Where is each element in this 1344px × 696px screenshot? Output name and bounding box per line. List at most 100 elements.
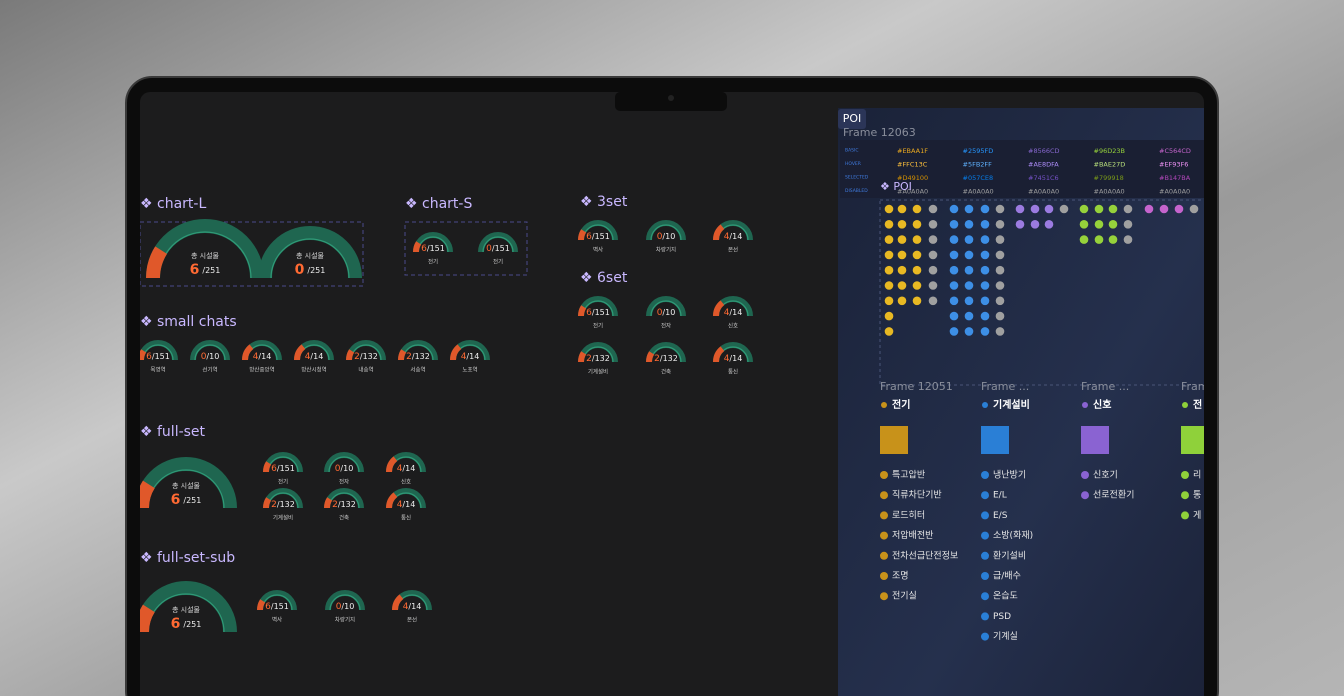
gauge-value-text: 2/132 xyxy=(406,352,430,362)
gauge-track xyxy=(190,340,230,361)
gauge-value-label: 2 xyxy=(271,500,277,510)
gauge-value-label: 6 xyxy=(171,616,181,632)
gauge-total-label: /14 xyxy=(729,232,742,241)
gauge-value-text: 6/251 xyxy=(190,262,221,278)
gauge-label: 본선 xyxy=(728,246,738,254)
swatch-code: #799918 xyxy=(1094,174,1124,182)
gauge-value-text: 6/151 xyxy=(146,352,170,362)
gauge-value-label: 0 xyxy=(201,352,207,362)
gauge-total-label: /132 xyxy=(592,354,610,363)
poi-icon xyxy=(884,327,894,336)
section-title: ❖ 3set xyxy=(580,194,628,210)
swatch-code: #A0A0A0 xyxy=(1094,188,1125,196)
gauge-label: 건축 xyxy=(339,514,349,522)
gauge-value xyxy=(386,456,398,473)
poi-icon xyxy=(964,235,974,244)
swatch-panel xyxy=(840,140,1204,198)
category-name: 전 xyxy=(1193,398,1202,411)
poi-icon xyxy=(1144,204,1154,214)
item-icon xyxy=(981,592,989,601)
gauge-total-label: /132 xyxy=(277,500,295,509)
gauge-label: 방산시청역 xyxy=(301,366,326,374)
poi-badge-bg xyxy=(838,109,866,129)
poi-icon xyxy=(980,265,990,275)
frame-name: Frame ... xyxy=(1081,380,1129,393)
gauge-label: 전기 xyxy=(493,258,503,266)
item-name: 저압배전반 xyxy=(892,529,933,541)
gauge-inner xyxy=(270,238,350,279)
gauge-value xyxy=(140,480,155,509)
category-name: 신호 xyxy=(1093,398,1111,411)
gauge-total-label: /14 xyxy=(402,500,415,509)
gauge-value xyxy=(140,349,147,361)
item-name: 게 xyxy=(1193,510,1201,521)
swatch-code: #EBAA1F xyxy=(897,147,928,155)
item-name: 전차선급단전정보 xyxy=(892,549,958,561)
gauge-total-label: /132 xyxy=(660,354,678,363)
poi-icon xyxy=(1015,220,1025,229)
item-name: 통 xyxy=(1193,490,1201,501)
swatch-code: #7451C6 xyxy=(1028,174,1059,182)
gauge-value-text: 6/151 xyxy=(586,232,610,242)
gauge-value-text: 2/132 xyxy=(332,500,356,510)
gauge-track xyxy=(258,226,362,279)
poi-icon xyxy=(964,265,974,275)
gauge-total-label: /10 xyxy=(662,308,675,317)
gauge-value-label: 2 xyxy=(586,354,592,364)
gauge-value-text: 4/14 xyxy=(253,352,272,362)
gauge-inner xyxy=(650,224,682,241)
gauge-value-text: 0/10 xyxy=(657,232,676,242)
gauge-value-text: 4/14 xyxy=(397,464,416,474)
gauge-value-label: 0 xyxy=(335,464,341,474)
gauge-total-label: /14 xyxy=(310,352,323,361)
gauge-value-text: 0/10 xyxy=(657,308,676,318)
swatch-code: #2595FD xyxy=(963,147,994,155)
poi-icon xyxy=(897,265,907,275)
frame-title: Frame 12063 xyxy=(843,126,916,139)
item-name: 급/배수 xyxy=(993,571,1021,582)
gauge-value-label: 4 xyxy=(305,352,311,362)
swatch-code: #057CE8 xyxy=(963,174,994,182)
gauge-value-label: 2 xyxy=(406,352,412,362)
poi-icon xyxy=(928,265,938,275)
swatch-code: #FFC13C xyxy=(897,161,928,169)
gauge-label: 선기역 xyxy=(202,366,217,374)
gauge-value-text: 4/14 xyxy=(461,352,480,362)
gauge-label: 차량기지 xyxy=(656,246,676,254)
gauge-label: 전기 xyxy=(593,322,603,330)
swatch-code: #A0A0A0 xyxy=(1028,188,1059,196)
group-title: ❖ POI xyxy=(880,180,912,193)
swatch-code: #C564CD xyxy=(1159,147,1191,155)
gauge-value-label: 6 xyxy=(586,308,592,318)
swatch-code: #B147BA xyxy=(1159,174,1191,182)
gauge-value-text: 0/10 xyxy=(201,352,220,362)
dashed-box xyxy=(404,221,528,276)
poi-icon xyxy=(884,220,894,229)
gauge-total-label: /151 xyxy=(492,244,510,253)
poi-icon xyxy=(1108,220,1118,229)
poi-icon xyxy=(980,311,990,321)
poi-icon xyxy=(1123,220,1133,229)
gauge-value xyxy=(713,300,725,317)
swatch-code: #96D23B xyxy=(1094,147,1125,155)
poi-icon xyxy=(980,235,990,244)
gauge-total-label: /14 xyxy=(408,602,421,611)
poi-icon xyxy=(964,296,974,306)
gauge-value-label: 4 xyxy=(253,352,259,362)
category-name: 전기 xyxy=(892,398,910,411)
item-name: E/L xyxy=(993,491,1007,501)
poi-icon xyxy=(949,311,959,321)
gauge-value-text: 4/14 xyxy=(724,232,743,242)
poi-icon xyxy=(1159,204,1169,214)
item-icon xyxy=(880,592,888,601)
gauge-label: 전자 xyxy=(339,478,349,486)
gauge-value xyxy=(263,497,272,509)
gauge-value-text: 0/251 xyxy=(295,262,326,278)
gauge-inner xyxy=(194,344,226,361)
gauge-value-label: 0 xyxy=(336,602,342,612)
poi-icon xyxy=(980,281,990,290)
poi-icon xyxy=(995,220,1005,229)
poi-icon xyxy=(912,250,922,260)
